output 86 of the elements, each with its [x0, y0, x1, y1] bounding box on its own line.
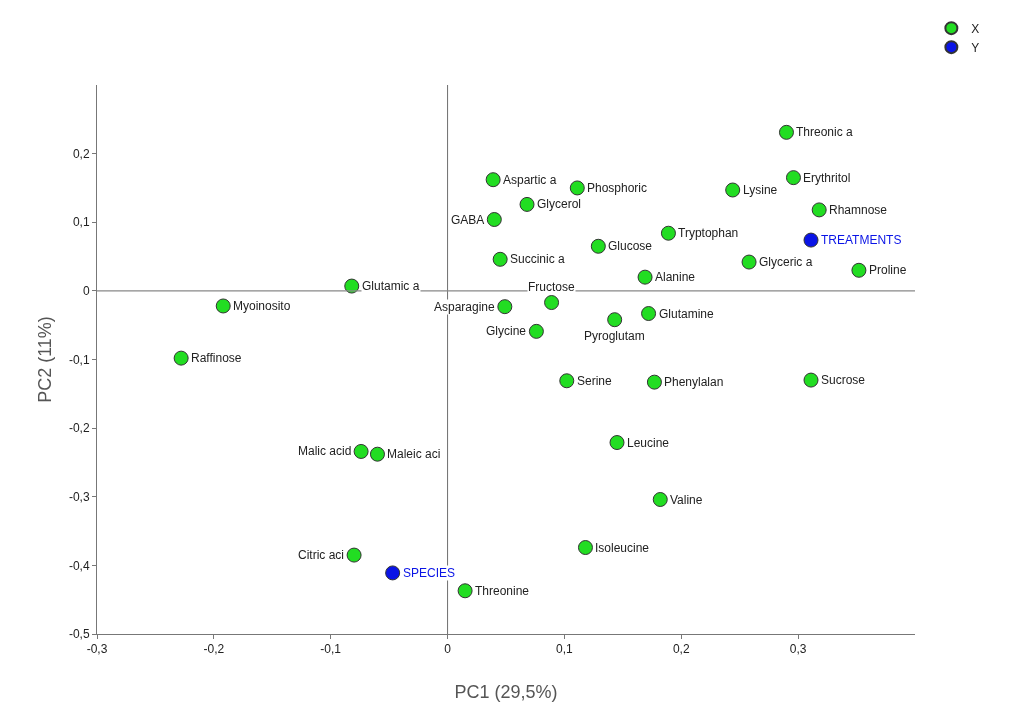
x-tick-label: -0,1 [320, 642, 342, 657]
point [486, 212, 502, 227]
annotation: Glycine [486, 324, 527, 338]
annotation: Succinic a [510, 252, 566, 266]
annotation: Maleic aci [387, 447, 441, 461]
annotation: Malic acid [298, 444, 352, 458]
annotation: Alanine [655, 270, 696, 284]
point [851, 262, 867, 278]
point [544, 295, 560, 311]
point [485, 172, 501, 188]
point [353, 443, 369, 459]
legend-label: Y [971, 40, 980, 55]
point [741, 254, 757, 270]
annotation: Glycerol [537, 197, 582, 211]
point [652, 492, 668, 507]
annotation: Glyceric a [759, 255, 813, 269]
y-tick-label: 0 [82, 284, 90, 299]
annotation: Erythritol [803, 171, 851, 185]
point [577, 540, 593, 556]
annotation: Isoleucine [595, 541, 650, 555]
y-tick-label: -0,5 [68, 627, 90, 642]
point [528, 323, 544, 339]
y-axis-title: PC2 (11%) [35, 316, 55, 403]
x-tick-label: 0,3 [789, 642, 807, 657]
point [646, 374, 662, 390]
point [590, 238, 606, 254]
point [369, 446, 385, 462]
x-tick-label: 0 [444, 642, 452, 657]
y-tick-label: -0,2 [68, 421, 90, 436]
annotation: GABA [451, 213, 485, 227]
point [641, 306, 657, 322]
point [173, 350, 189, 366]
annotation: SPECIES [403, 566, 456, 580]
annotation: Aspartic a [503, 173, 557, 187]
annotation: Raffinose [191, 351, 242, 365]
annotation: Phenylalan [664, 375, 724, 389]
annotation: Myoinosito [233, 299, 291, 313]
annotation: Glucose [608, 239, 653, 253]
point [785, 170, 801, 186]
point [492, 251, 508, 267]
point [559, 373, 575, 389]
point [569, 180, 585, 196]
point [803, 372, 819, 388]
annotation: Sucrose [821, 373, 866, 387]
point [811, 202, 827, 218]
annotation: Tryptophan [678, 226, 739, 240]
y-tick-label: -0,4 [68, 558, 90, 573]
annotation: Fructose [528, 280, 576, 294]
point [519, 196, 535, 212]
annotation: Pyroglutam [584, 329, 645, 343]
x-tick-label: 0,1 [556, 642, 574, 657]
annotation: Citric aci [298, 548, 345, 562]
annotation: Lysine [743, 183, 778, 197]
x-tick-label: 0,2 [672, 642, 690, 657]
point [497, 299, 513, 315]
y-tick-label: -0,3 [68, 489, 90, 504]
y-tick-label: 0,1 [72, 215, 90, 230]
point [607, 312, 623, 328]
point [215, 298, 231, 314]
annotation: Glutamic a [362, 279, 420, 293]
annotation: Glutamine [659, 307, 715, 321]
annotation: Rhamnose [829, 203, 888, 217]
annotation: Threonic a [796, 125, 854, 139]
x-tick-label: -0,3 [86, 642, 108, 657]
annotation: Proline [869, 263, 907, 277]
annotation: TREATMENTS [821, 233, 902, 247]
annotation: Valine [670, 493, 703, 507]
point [609, 435, 625, 451]
point [385, 565, 401, 581]
point [457, 583, 473, 599]
annotation: Threonine [475, 584, 530, 598]
point [637, 269, 653, 285]
annotation: Asparagine [434, 300, 496, 314]
y-tick-label: -0,1 [68, 352, 90, 367]
y-tick-label: 0,2 [72, 146, 90, 161]
point [803, 232, 819, 248]
x-tick-label: -0,2 [203, 642, 225, 657]
annotation: Phosphoric [587, 181, 648, 195]
annotation: Serine [577, 374, 613, 388]
point [660, 225, 676, 241]
point [725, 182, 741, 198]
legend-label: X [971, 21, 980, 36]
x-axis-title: PC1 (29,5%) [454, 682, 558, 702]
annotation: Leucine [627, 436, 670, 450]
point [346, 547, 362, 563]
point [778, 124, 794, 140]
